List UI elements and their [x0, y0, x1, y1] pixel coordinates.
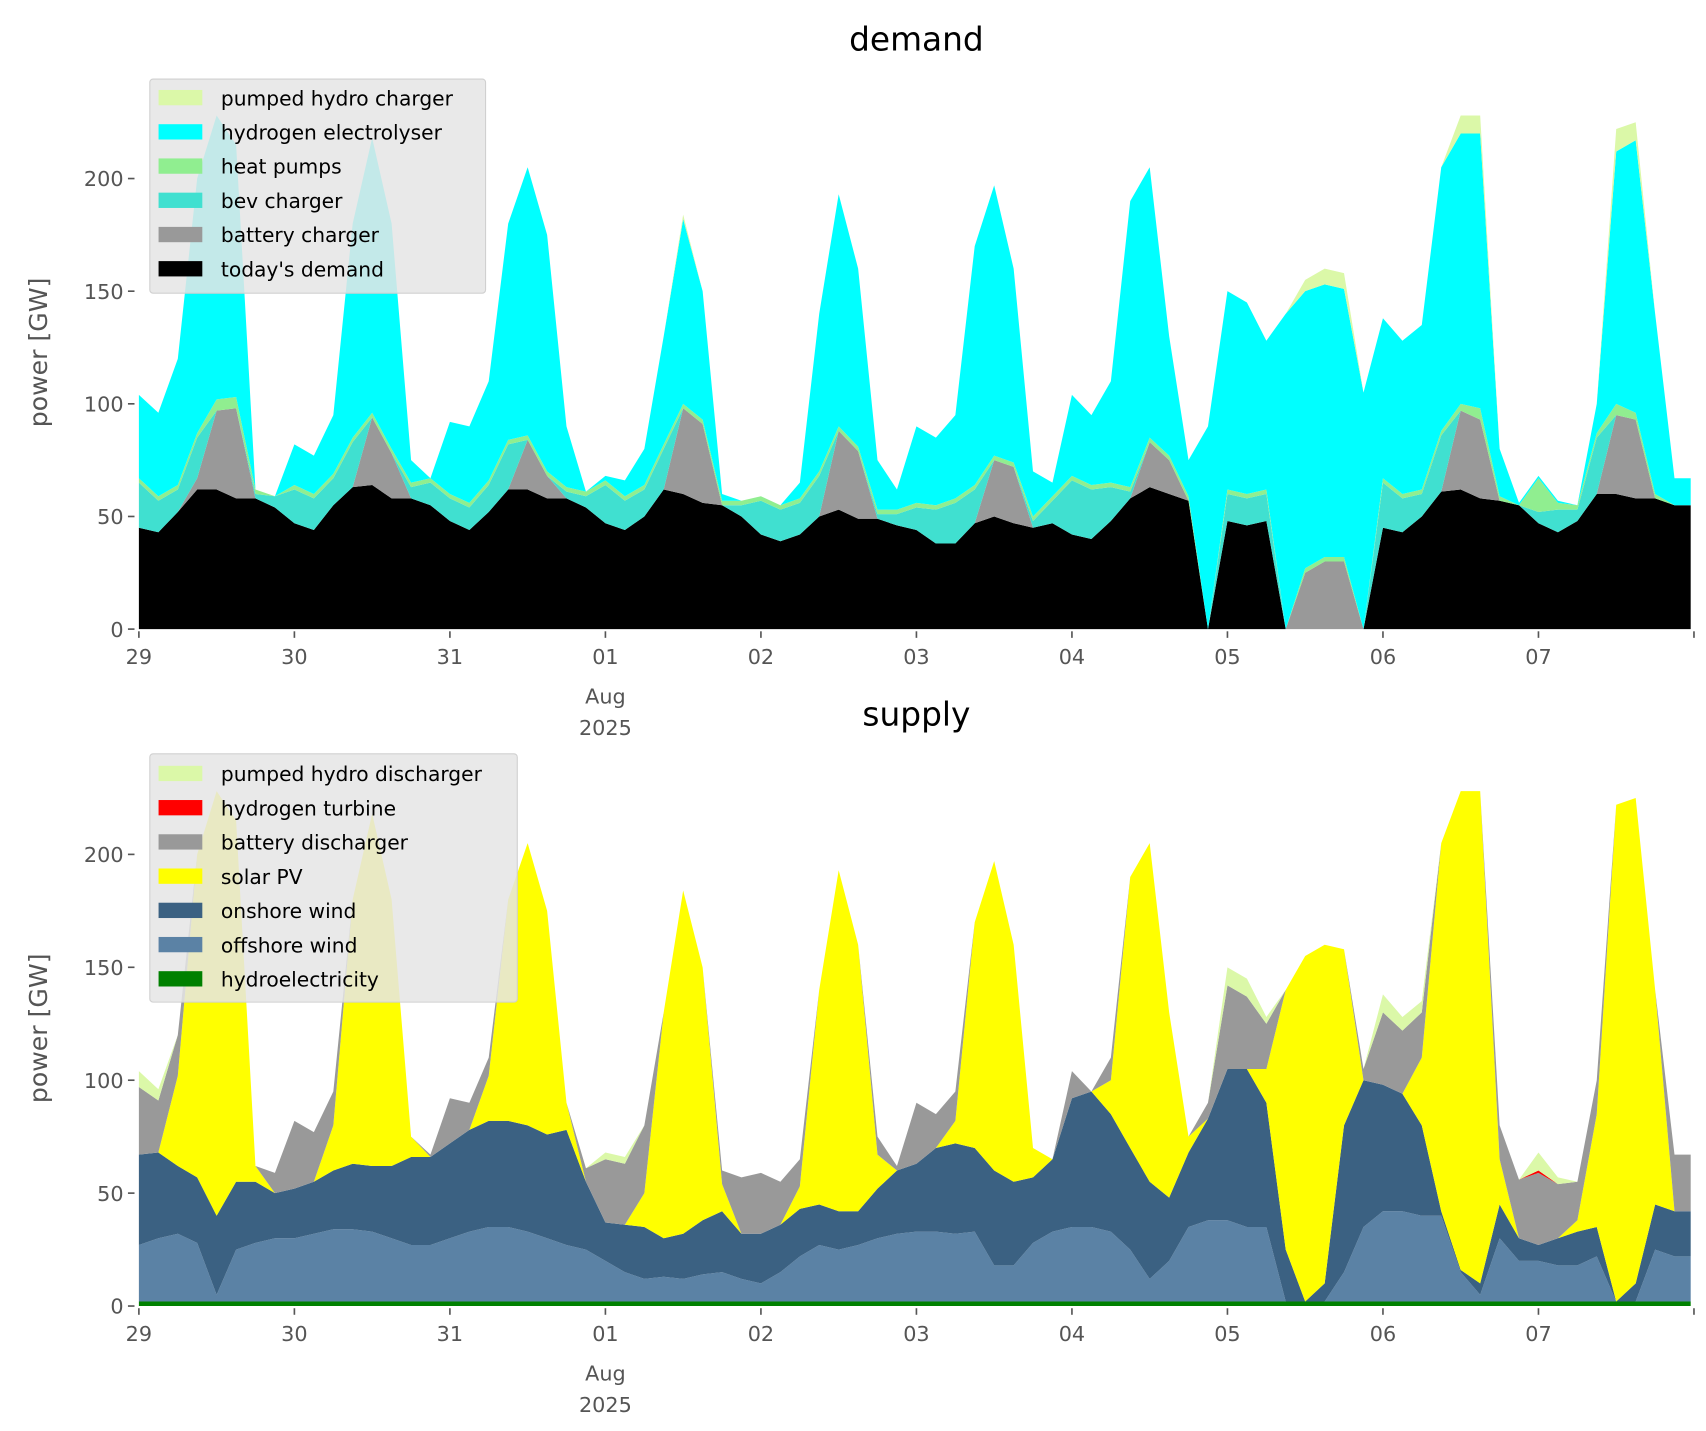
area-solar-pv: [138, 791, 1691, 1302]
legend-label: hydrogen electrolyser: [221, 121, 443, 145]
legend-swatch-battery-discharger: [158, 834, 203, 850]
x-tick-label: 05: [1214, 1322, 1240, 1346]
x-tick-label: 01: [592, 645, 618, 669]
legend-swatch-hydrogen-electrolyser: [158, 124, 203, 140]
legend-label: hydroelectricity: [221, 967, 379, 991]
x-tick-label: 31: [437, 1322, 463, 1346]
legend-swatch-battery-charger: [158, 226, 203, 243]
x-tick-label: 04: [1059, 645, 1085, 669]
legend: pumped hydro charger hydrogen electrolyse…: [149, 78, 487, 294]
area-today-s-demand: [138, 484, 1691, 630]
y-axis-label: power [GW]: [24, 278, 53, 428]
legend-label: battery discharger: [221, 831, 409, 855]
legend-swatch-hydroelectricity: [158, 971, 203, 987]
y-tick-label: 100: [84, 392, 124, 416]
y-tick-label: 0: [110, 1295, 123, 1319]
y-tick-label: 100: [84, 1069, 124, 1093]
axes: 0 50 100 150 200 29 30 31 01 02 03 04 05 06 07 Aug 2025: [84, 843, 1695, 1417]
x-tick-sublabel: 2025: [579, 1393, 632, 1417]
x-tick-label: 29: [126, 1322, 152, 1346]
y-tick-label: 200: [84, 843, 124, 867]
y-axis-label: power [GW]: [24, 953, 53, 1103]
stacked-areas: [138, 115, 1691, 630]
x-tick-label: 02: [748, 645, 774, 669]
x-tick-label: 07: [1525, 645, 1551, 669]
legend-label: solar PV: [221, 865, 303, 889]
area-hydroelectricity: [138, 1301, 1691, 1307]
legend-box: [149, 78, 487, 294]
x-tick-label: 05: [1214, 645, 1240, 669]
x-tick-label: 30: [281, 645, 307, 669]
y-tick-label: 0: [110, 618, 123, 642]
area-hydrogen-electrolyser: [138, 115, 1691, 630]
y-tick-label: 50: [97, 1182, 123, 1206]
x-tick-label: 02: [748, 1322, 774, 1346]
chart-title: supply: [862, 695, 970, 733]
area-bev-charger: [138, 408, 1691, 630]
legend-swatch-heat-pumps: [158, 158, 203, 174]
legend: pumped hydro discharger hydrogen turbine b…: [149, 753, 518, 1003]
legend-swatch-hydrogen-turbine: [158, 800, 203, 816]
legend-label: pumped hydro charger: [221, 86, 454, 110]
x-tick-label: 06: [1370, 645, 1396, 669]
legend-swatch-bev-charger: [158, 192, 203, 208]
y-tick-label: 50: [97, 505, 123, 529]
legend-swatch-pumped-hydro-discharger: [158, 765, 203, 782]
x-tick-label: 31: [437, 645, 463, 669]
x-tick-label: 06: [1370, 1322, 1396, 1346]
x-tick-label: 30: [281, 1322, 307, 1346]
x-tick-sublabel: 2025: [579, 716, 632, 740]
legend-label: battery charger: [221, 223, 380, 247]
x-tick-label: 29: [126, 645, 152, 669]
y-tick-label: 200: [84, 167, 124, 191]
area-battery-discharger: [138, 791, 1691, 1246]
x-tick-label: 03: [903, 645, 929, 669]
area-offshore-wind: [138, 1211, 1691, 1302]
legend-label: bev charger: [221, 189, 343, 213]
legend-swatch-today-s-demand: [158, 261, 203, 277]
legend-label: heat pumps: [221, 155, 342, 179]
x-tick-label: 07: [1525, 1322, 1551, 1346]
legend-swatch-pumped-hydro-charger: [158, 89, 203, 106]
legend-label: hydrogen turbine: [221, 796, 396, 820]
stacked-areas: [138, 791, 1691, 1307]
legend-label: pumped hydro discharger: [221, 762, 483, 786]
legend-swatch-onshore-wind: [158, 902, 203, 919]
legend-label: today's demand: [221, 257, 384, 281]
x-tick-sublabel: Aug: [585, 1361, 626, 1385]
axes: 0 50 100 150 200 29 30 31 01 02 03 04 05 06 07 Aug 2025: [84, 167, 1695, 740]
legend-swatch-solar-pv: [158, 868, 203, 884]
legend-label: offshore wind: [221, 933, 358, 957]
y-tick-label: 150: [84, 280, 124, 304]
legend-box: [149, 753, 518, 1003]
x-tick-label: 04: [1059, 1322, 1085, 1346]
area-onshore-wind: [138, 1068, 1691, 1302]
area-battery-charger: [138, 408, 1691, 630]
x-tick-sublabel: Aug: [585, 684, 626, 708]
y-tick-label: 150: [84, 956, 124, 980]
legend-swatch-offshore-wind: [158, 936, 203, 953]
x-tick-label: 03: [903, 1322, 929, 1346]
x-tick-label: 01: [592, 1322, 618, 1346]
legend-label: onshore wind: [221, 899, 356, 923]
chart-title: demand: [849, 21, 984, 59]
